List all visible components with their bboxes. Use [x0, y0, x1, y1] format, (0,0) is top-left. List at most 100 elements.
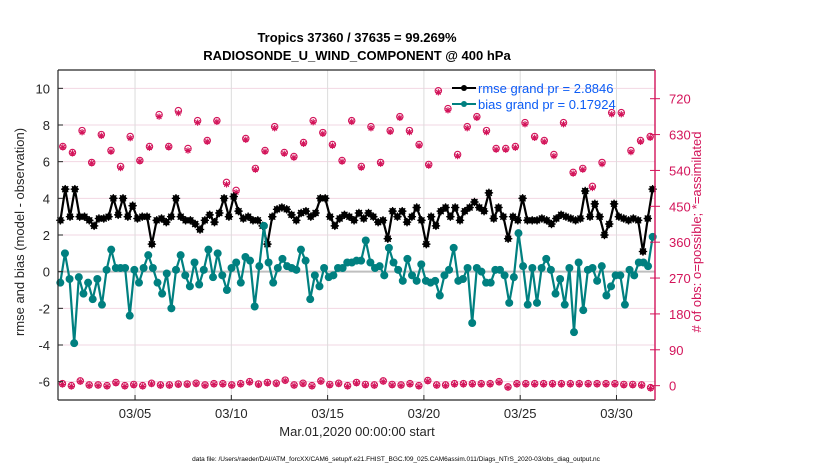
obs-assimilated-marker — [166, 382, 173, 389]
rmse-point — [325, 212, 335, 221]
obs-assimilated-marker — [492, 146, 500, 153]
bias-point — [361, 236, 370, 245]
rmse-point — [595, 212, 604, 221]
obs-assimilated-marker — [223, 181, 230, 188]
bias-point — [107, 245, 116, 254]
bias-point — [144, 251, 153, 260]
obs-assimilated-marker — [157, 382, 164, 389]
y2-tick-label: 630 — [669, 128, 691, 143]
rmse-point — [56, 216, 65, 225]
bias-point — [306, 295, 315, 304]
bias-point — [579, 306, 588, 315]
rmse-point — [422, 239, 431, 249]
bias-point — [625, 265, 634, 274]
rmse-point — [359, 214, 368, 223]
rmse-point — [407, 212, 417, 221]
y-tick-label: 10 — [36, 81, 50, 96]
legend: rmse grand pr = 2.8846 bias grand pr = 0… — [452, 81, 616, 112]
obs-assimilated-marker — [148, 380, 155, 388]
obs-assimilated-marker — [136, 158, 144, 165]
rmse-point — [176, 212, 185, 221]
obs-assimilated-marker — [486, 381, 494, 388]
obs-assimilated-marker — [192, 380, 200, 388]
bias-point — [394, 265, 403, 274]
bias-point — [532, 298, 541, 307]
bias-point — [158, 289, 167, 298]
obs-assimilated-marker — [237, 381, 244, 388]
bias-point — [204, 245, 213, 254]
y2-tick-label: 360 — [669, 235, 691, 250]
obs-assimilated-marker — [531, 134, 538, 141]
bias-point — [630, 271, 639, 280]
obs-assimilated-marker — [59, 144, 67, 151]
x-tick-label: 03/15 — [311, 406, 344, 421]
bias-point — [389, 258, 398, 267]
chart-title: Tropics 37360 / 37635 = 99.269% — [257, 30, 457, 45]
rmse-point — [205, 210, 214, 220]
legend-bias-marker — [461, 101, 467, 107]
bias-point — [556, 275, 565, 283]
rmse-point — [70, 184, 80, 194]
rmse-point — [191, 219, 200, 229]
bias-point — [227, 264, 236, 272]
obs-assimilated-marker — [94, 382, 102, 389]
bias-point — [593, 276, 602, 285]
obs-assimilated-marker — [397, 382, 405, 389]
obs-assimilated-marker — [567, 381, 574, 388]
rmse-point — [499, 212, 508, 221]
obs-assimilated-marker — [415, 142, 423, 149]
bias-point — [477, 267, 486, 276]
rmse-point — [113, 210, 123, 220]
bias-point — [139, 264, 148, 272]
rmse-point — [402, 217, 412, 227]
obs-assimilated-marker — [213, 118, 221, 126]
bias-point — [218, 271, 227, 280]
obs-assimilated-marker — [549, 381, 556, 388]
rmse-point — [417, 216, 426, 225]
obs-assimilated-marker — [560, 121, 567, 128]
obs-assimilated-marker — [103, 383, 111, 390]
rmse-point — [441, 203, 450, 212]
obs-assimilated-marker — [569, 170, 577, 177]
rmse-point — [224, 212, 234, 221]
obs-assimilated-marker — [377, 160, 384, 167]
obs-assimilated-marker — [281, 150, 288, 157]
obs-assimilated-marker — [406, 381, 414, 388]
obs-assimilated-marker — [326, 382, 333, 389]
obs-assimilated-marker — [78, 128, 86, 136]
bias-point — [130, 265, 139, 274]
obs-assimilated-marker — [593, 381, 601, 388]
obs-assimilated-marker — [300, 140, 307, 147]
obs-assimilated-marker — [299, 380, 307, 388]
obs-assimilated-marker — [121, 383, 129, 390]
x-tick-label: 03/05 — [119, 406, 152, 421]
obs-assimilated-marker — [531, 381, 538, 388]
obs-assimilated-marker — [184, 147, 192, 154]
obs-assimilated-marker — [512, 144, 519, 151]
rmse-point — [210, 217, 219, 227]
bias-point — [320, 264, 329, 272]
rmse-point — [518, 194, 527, 203]
data-file-footer: data file: /Users/raeder/DAI/ATM_forcXX/… — [192, 456, 601, 463]
obs-assimilated-marker — [521, 121, 529, 128]
bias-point — [445, 265, 454, 274]
bias-point — [505, 298, 514, 307]
bias-point — [644, 262, 653, 271]
obs-assimilated-marker — [85, 382, 93, 389]
rmse-point — [369, 212, 378, 221]
obs-assimilated-marker — [88, 160, 95, 167]
bias-point — [357, 256, 366, 265]
obs-assimilated-marker — [353, 380, 360, 387]
ticks: -6 -4 -2 0 2 4 6 8 10 0 90 180 270 360 450 540 630 720 03/… — [36, 81, 691, 421]
bias-point — [153, 278, 162, 287]
obs-assimilated-marker — [338, 158, 346, 165]
rmse-point — [383, 234, 392, 243]
obs-assimilated-marker — [483, 128, 490, 136]
bias-point — [602, 291, 611, 300]
obs-assimilated-marker — [146, 144, 153, 151]
obs-assimilated-marker — [637, 138, 644, 145]
rmse-point — [219, 194, 229, 203]
bias-point — [412, 276, 421, 285]
obs-assimilated-marker — [348, 118, 355, 126]
rmse-point — [605, 219, 614, 229]
